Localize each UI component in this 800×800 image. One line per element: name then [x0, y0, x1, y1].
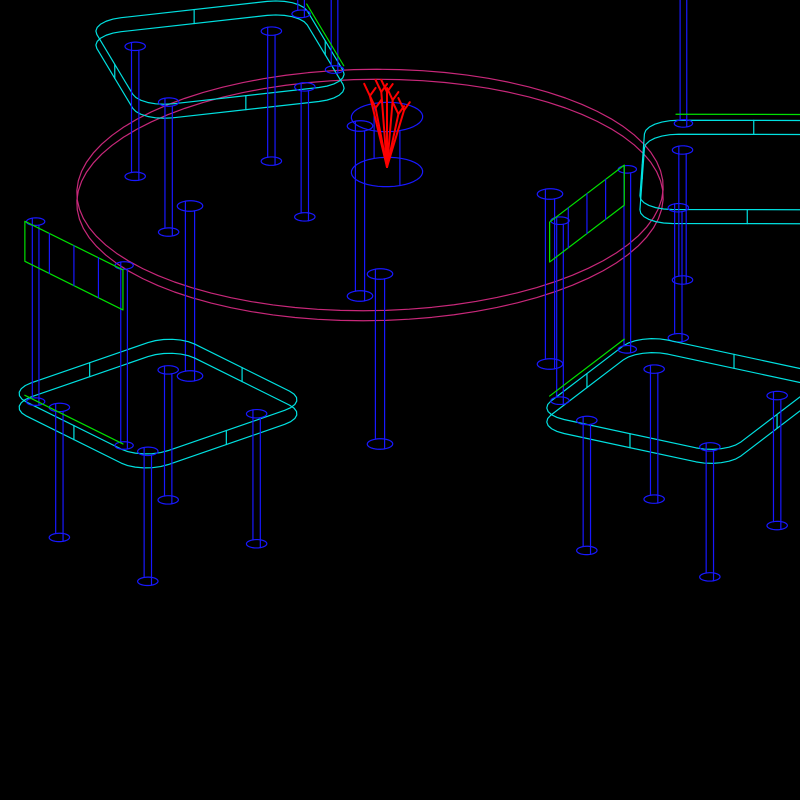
- chair: [547, 165, 800, 581]
- cad-wireframe-scene: [0, 0, 800, 800]
- vase: [351, 80, 422, 187]
- chair: [640, 0, 800, 342]
- chair: [96, 0, 344, 236]
- chair: [19, 218, 297, 586]
